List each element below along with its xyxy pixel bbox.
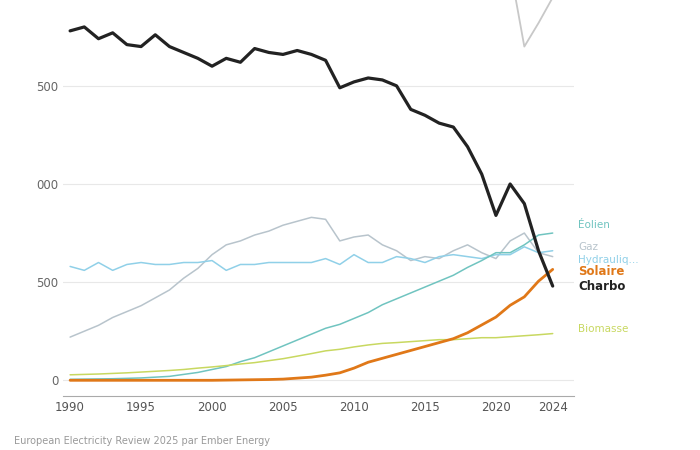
Text: Nucléaire: Nucléaire <box>578 0 631 3</box>
Text: Éolien: Éolien <box>578 220 610 230</box>
Text: Biomasse: Biomasse <box>578 324 629 334</box>
Text: Gaz: Gaz <box>578 242 598 252</box>
Text: European Electricity Review 2025 par Ember Energy: European Electricity Review 2025 par Emb… <box>14 436 270 446</box>
Text: Hydrauliq...: Hydrauliq... <box>578 255 639 265</box>
Text: Solaire: Solaire <box>578 265 624 278</box>
Text: Charbo: Charbo <box>578 279 626 292</box>
